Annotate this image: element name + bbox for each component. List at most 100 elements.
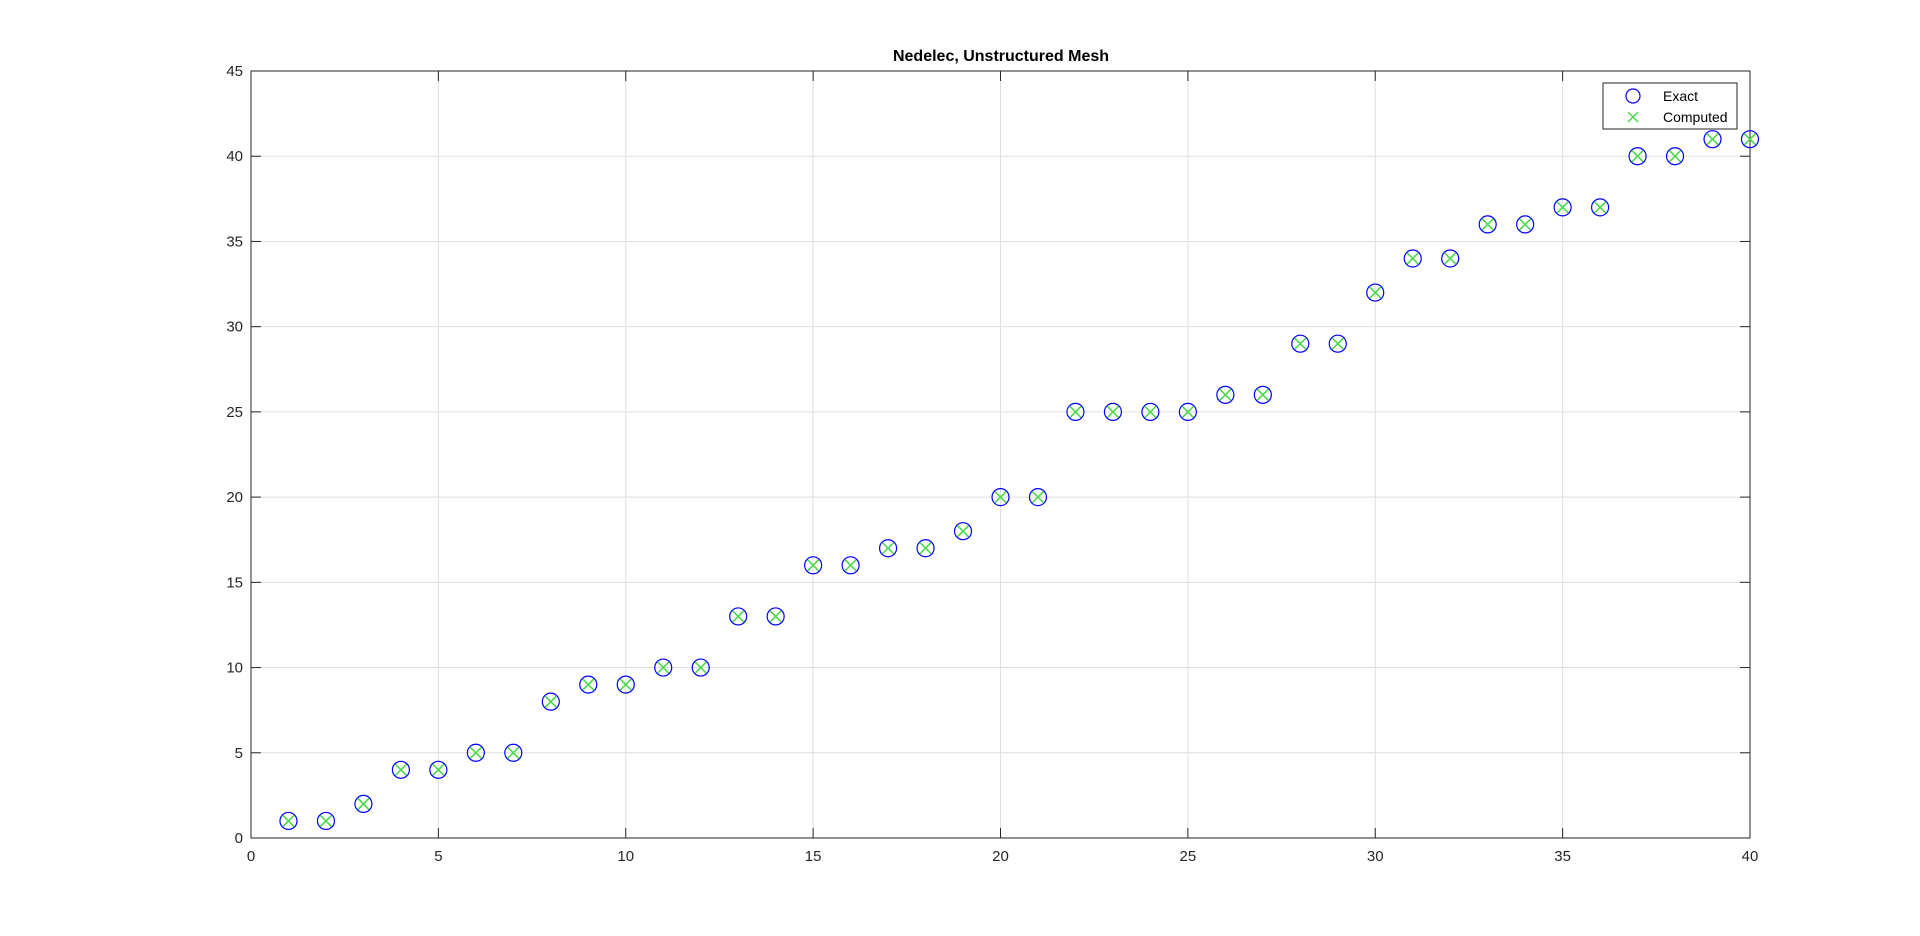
x-tick-label: 20 [992, 848, 1009, 865]
computed-point [507, 746, 520, 759]
computed-point [1069, 405, 1082, 418]
x-tick-label: 5 [434, 848, 442, 865]
axis-ticks [250, 70, 1751, 839]
y-tick-label: 40 [226, 148, 243, 165]
exact-point [316, 811, 336, 831]
computed-point [694, 661, 707, 674]
computed-point [544, 695, 557, 708]
legend-box [1602, 82, 1738, 130]
exact-point [878, 539, 898, 558]
y-tick-label: 25 [226, 404, 243, 421]
exact-point [1441, 249, 1460, 268]
y-axis: 0 5 10 15 20 25 30 35 40 45 [226, 63, 243, 847]
x-tick-label: 0 [247, 848, 255, 865]
computed-point [882, 542, 895, 555]
computed-point [1519, 218, 1532, 231]
legend-exact-marker [1625, 88, 1641, 104]
computed-point [319, 814, 333, 828]
exact-point [1178, 402, 1197, 421]
computed-point [1369, 286, 1382, 299]
computed-point [1144, 405, 1157, 418]
y-tick-label: 0 [235, 830, 243, 847]
exact-point [729, 607, 748, 626]
computed-point [1181, 405, 1194, 418]
computed-point [432, 763, 445, 776]
y-tick-label: 35 [226, 233, 243, 250]
exact-point [766, 607, 785, 626]
exact-point [1103, 402, 1123, 421]
exact-point [391, 760, 410, 779]
computed-point [1556, 201, 1569, 214]
computed-point [1594, 201, 1607, 214]
exact-point [1066, 402, 1085, 421]
exact-point [1366, 283, 1385, 302]
computed-point [1331, 337, 1344, 350]
computed-point [1031, 491, 1045, 504]
exact-point [1216, 385, 1235, 404]
x-tick-label: 30 [1367, 848, 1384, 865]
exact-point [579, 675, 598, 694]
y-tick-label: 45 [226, 63, 243, 80]
exact-point [1665, 147, 1685, 166]
exact-point [354, 794, 373, 814]
computed-point [732, 610, 745, 623]
computed-point [1668, 150, 1682, 163]
exact-point [1328, 334, 1347, 353]
computed-point [1294, 337, 1307, 350]
legend-exact-label: Exact [1663, 88, 1698, 104]
computed-point [469, 746, 482, 759]
exact-point [1628, 147, 1647, 166]
computed-point [582, 678, 595, 691]
x-tick-label: 10 [617, 848, 634, 865]
series-exact [279, 130, 1760, 831]
series-computed [282, 133, 1757, 828]
exact-point [504, 743, 523, 762]
exact-point [804, 556, 823, 575]
computed-point [1706, 133, 1719, 146]
exact-point [991, 488, 1010, 507]
computed-point [994, 491, 1007, 504]
exact-point [1403, 249, 1422, 268]
computed-point [657, 661, 670, 674]
x-tick-label: 25 [1180, 848, 1197, 865]
computed-point [769, 610, 782, 623]
exact-point [1703, 130, 1722, 149]
y-tick-label: 15 [226, 574, 243, 591]
computed-point [1444, 252, 1457, 265]
exact-point [1516, 215, 1535, 234]
computed-point [357, 797, 370, 810]
computed-point [1631, 150, 1644, 163]
x-tick-label: 15 [805, 848, 822, 865]
exact-point [1590, 198, 1610, 217]
computed-point [1481, 218, 1494, 231]
x-tick-label: 40 [1742, 848, 1759, 865]
exact-point [654, 658, 673, 677]
computed-point [956, 525, 970, 538]
y-tick-label: 5 [235, 745, 243, 762]
exact-point [466, 743, 485, 762]
series-layer [279, 130, 1760, 831]
y-tick-label: 20 [226, 489, 243, 506]
computed-point [807, 559, 820, 572]
legend[interactable]: Exact Computed [1602, 82, 1738, 130]
computed-point [282, 814, 295, 828]
exact-point [1291, 334, 1310, 353]
computed-point [1743, 133, 1757, 146]
exact-point [1553, 198, 1572, 217]
exact-point [429, 760, 448, 779]
exact-point [541, 692, 560, 711]
computed-point [844, 559, 857, 572]
computed-point [1256, 388, 1269, 401]
exact-point [691, 658, 710, 677]
legend-computed-marker [1627, 111, 1639, 123]
exact-point [916, 539, 935, 558]
exact-point [953, 522, 973, 541]
computed-point [919, 542, 932, 555]
legend-computed-label: Computed [1663, 109, 1728, 125]
y-tick-label: 10 [226, 660, 243, 677]
exact-point [279, 811, 298, 831]
x-axis: 0 5 10 15 20 25 30 35 40 [247, 848, 1759, 865]
exact-point [616, 675, 635, 694]
